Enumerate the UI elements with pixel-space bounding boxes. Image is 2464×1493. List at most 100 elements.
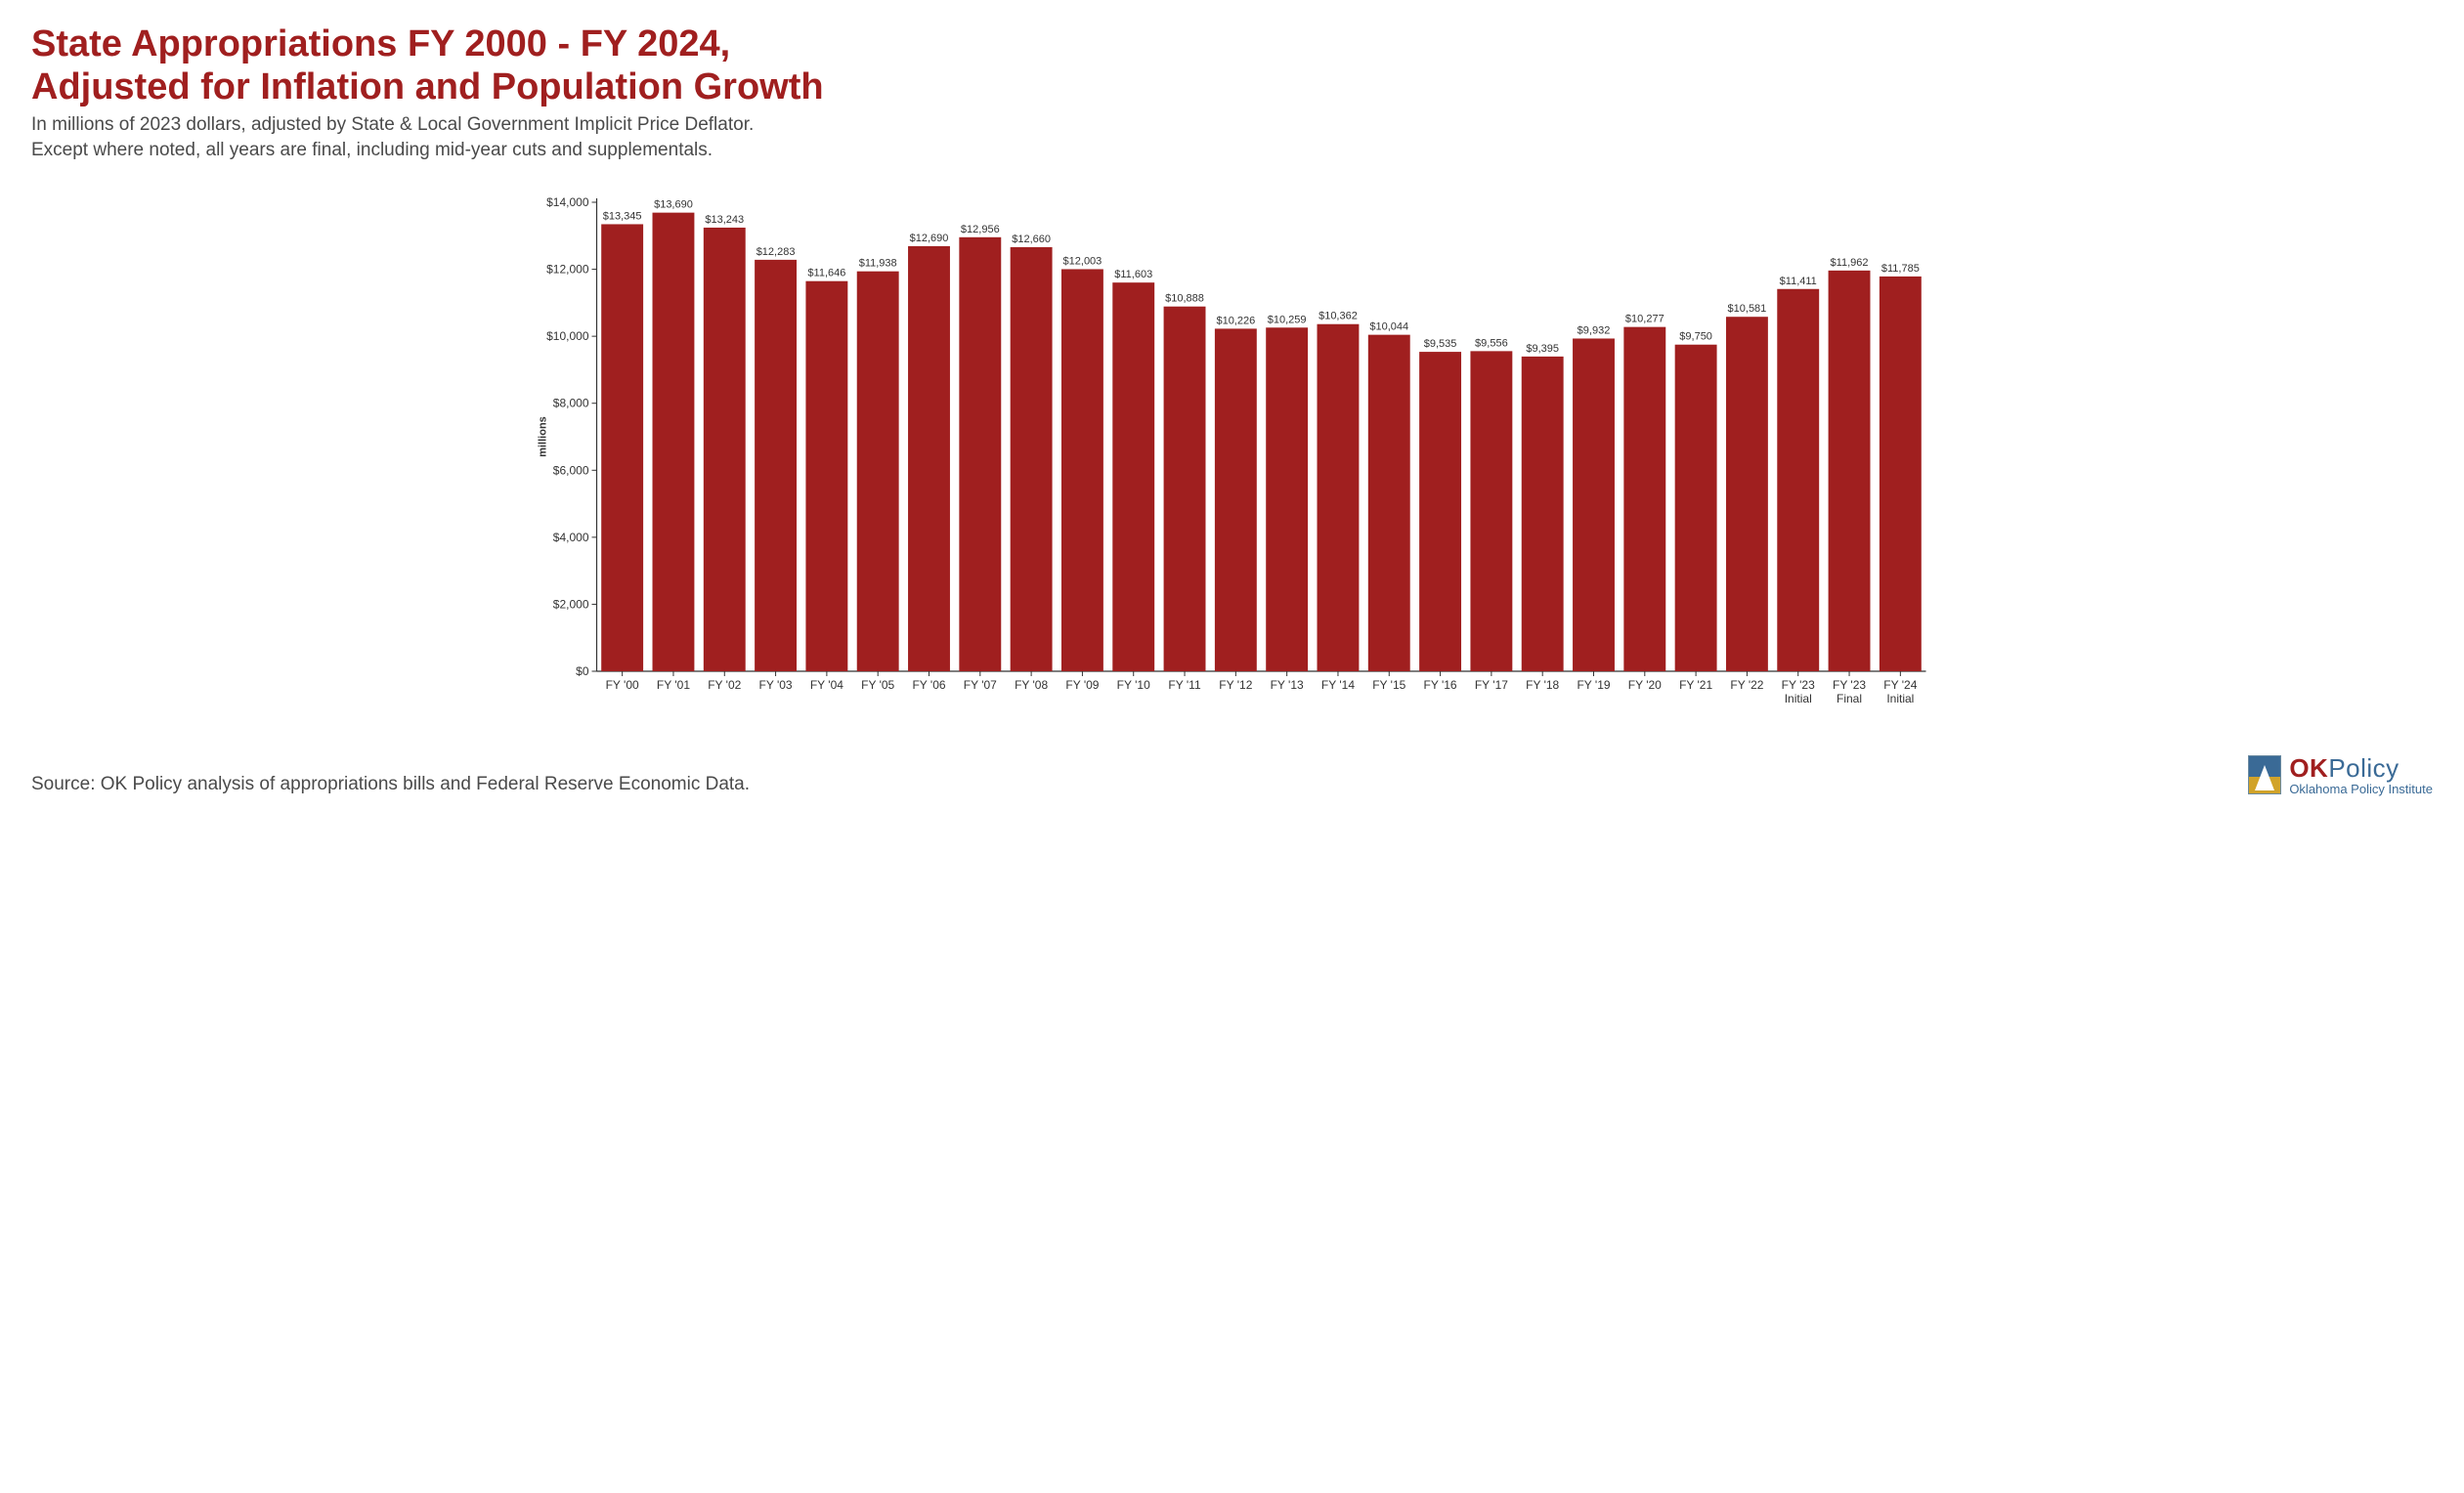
- bar: [653, 212, 695, 670]
- x-tick-label: FY '01: [657, 678, 690, 692]
- bar-value-label: $11,938: [859, 257, 897, 269]
- bar: [1215, 328, 1257, 671]
- title-line-1: State Appropriations FY 2000 - FY 2024,: [31, 23, 730, 64]
- bar: [1777, 288, 1819, 670]
- bar-value-label: $12,283: [756, 246, 796, 258]
- x-tick-label: FY '22: [1730, 678, 1763, 692]
- bar: [601, 224, 643, 671]
- y-tick-label: $6,000: [553, 463, 589, 477]
- bar: [908, 246, 950, 671]
- x-tick-label: FY '11: [1168, 678, 1201, 692]
- bar-value-label: $13,243: [705, 214, 744, 226]
- x-tick-label: FY '23: [1782, 678, 1815, 692]
- title-line-2: Adjusted for Inflation and Population Gr…: [31, 66, 824, 107]
- bar-value-label: $10,277: [1625, 313, 1664, 324]
- bar-value-label: $11,785: [1881, 263, 1920, 275]
- x-tick-label: FY '02: [708, 678, 741, 692]
- x-tick-label: FY '19: [1577, 678, 1610, 692]
- x-tick-label: Initial: [1785, 692, 1812, 705]
- logo-ok: OK: [2289, 753, 2328, 783]
- bar-value-label: $12,660: [1012, 234, 1051, 245]
- y-axis-label: millions: [538, 416, 549, 457]
- bar-value-label: $13,690: [654, 198, 693, 210]
- bar: [1880, 277, 1922, 671]
- bar: [1112, 282, 1154, 671]
- bar: [857, 271, 899, 670]
- logo-text: OKPolicy Oklahoma Policy Institute: [2289, 755, 2433, 795]
- bar-value-label: $10,044: [1369, 320, 1408, 332]
- x-tick-label: FY '07: [964, 678, 997, 692]
- x-tick-label: FY '14: [1321, 678, 1355, 692]
- x-tick-label: FY '08: [1015, 678, 1048, 692]
- x-tick-label: FY '10: [1117, 678, 1150, 692]
- bar: [1164, 306, 1206, 670]
- x-tick-label: FY '17: [1475, 678, 1508, 692]
- bar: [1573, 338, 1615, 671]
- source-text: Source: OK Policy analysis of appropriat…: [31, 774, 750, 795]
- bar: [704, 228, 746, 671]
- bar-value-label: $9,395: [1526, 343, 1559, 355]
- subtitle-line-1: In millions of 2023 dollars, adjusted by…: [31, 114, 754, 135]
- x-tick-label: Final: [1837, 692, 1862, 705]
- bar-value-label: $10,259: [1268, 314, 1307, 325]
- bar-value-label: $10,226: [1216, 315, 1255, 326]
- bar: [1368, 334, 1410, 670]
- x-tick-label: FY '16: [1424, 678, 1457, 692]
- bar-value-label: $12,690: [910, 233, 949, 244]
- x-tick-label: FY '20: [1628, 678, 1662, 692]
- bar: [1419, 352, 1461, 671]
- bar-value-label: $10,362: [1318, 310, 1358, 321]
- x-tick-label: FY '12: [1219, 678, 1252, 692]
- bar-value-label: $9,556: [1475, 337, 1508, 349]
- logo-mark-icon: [2248, 755, 2281, 794]
- subtitle-line-2: Except where noted, all years are final,…: [31, 140, 713, 160]
- bar-value-label: $11,603: [1114, 269, 1152, 280]
- y-tick-label: $10,000: [546, 329, 589, 343]
- y-tick-label: $0: [576, 664, 589, 678]
- chart-title: State Appropriations FY 2000 - FY 2024, …: [31, 23, 2433, 108]
- bar-value-label: $9,932: [1578, 324, 1611, 336]
- bar-value-label: $12,003: [1063, 255, 1102, 267]
- bar: [1726, 317, 1768, 671]
- bar-value-label: $12,956: [961, 223, 1000, 235]
- x-tick-label: FY '23: [1833, 678, 1866, 692]
- bar-value-label: $11,646: [807, 267, 845, 278]
- x-tick-label: FY '24: [1883, 678, 1917, 692]
- x-tick-label: FY '06: [912, 678, 945, 692]
- x-tick-label: FY '18: [1526, 678, 1559, 692]
- logo-policy: Policy: [2328, 753, 2399, 783]
- bar: [1829, 271, 1871, 671]
- x-tick-label: FY '09: [1065, 678, 1099, 692]
- bar-value-label: $9,750: [1679, 330, 1712, 342]
- x-tick-label: FY '21: [1679, 678, 1712, 692]
- y-tick-label: $12,000: [546, 262, 589, 276]
- bar: [1061, 269, 1103, 671]
- x-tick-label: FY '13: [1271, 678, 1304, 692]
- y-tick-label: $8,000: [553, 396, 589, 409]
- x-tick-label: Initial: [1886, 692, 1914, 705]
- x-tick-label: FY '04: [810, 678, 843, 692]
- bar: [755, 260, 797, 671]
- y-tick-label: $2,000: [553, 597, 589, 611]
- bar-value-label: $10,581: [1728, 303, 1767, 315]
- bar-value-label: $11,411: [1780, 275, 1817, 286]
- bar-value-label: $11,962: [1831, 257, 1869, 269]
- bar: [1318, 323, 1360, 670]
- bar-value-label: $9,535: [1424, 338, 1457, 350]
- bar: [1522, 357, 1564, 671]
- bar: [1470, 351, 1512, 671]
- x-tick-label: FY '03: [759, 678, 793, 692]
- bar: [959, 236, 1001, 670]
- y-tick-label: $14,000: [546, 195, 589, 209]
- bar: [1011, 247, 1053, 671]
- x-tick-label: FY '15: [1372, 678, 1405, 692]
- chart-svg: $0 $2,000 $4,000 $6,000 $8,000 $10,000 $12,000…: [31, 181, 2433, 728]
- bar: [1675, 344, 1717, 670]
- okpolicy-logo: OKPolicy Oklahoma Policy Institute: [2248, 755, 2433, 795]
- bar-value-label: $10,888: [1165, 292, 1204, 304]
- logo-tagline: Oklahoma Policy Institute: [2289, 783, 2433, 795]
- bar: [805, 280, 847, 670]
- bar: [1623, 326, 1665, 670]
- y-tick-label: $4,000: [553, 531, 589, 544]
- bar-value-label: $13,345: [603, 210, 642, 222]
